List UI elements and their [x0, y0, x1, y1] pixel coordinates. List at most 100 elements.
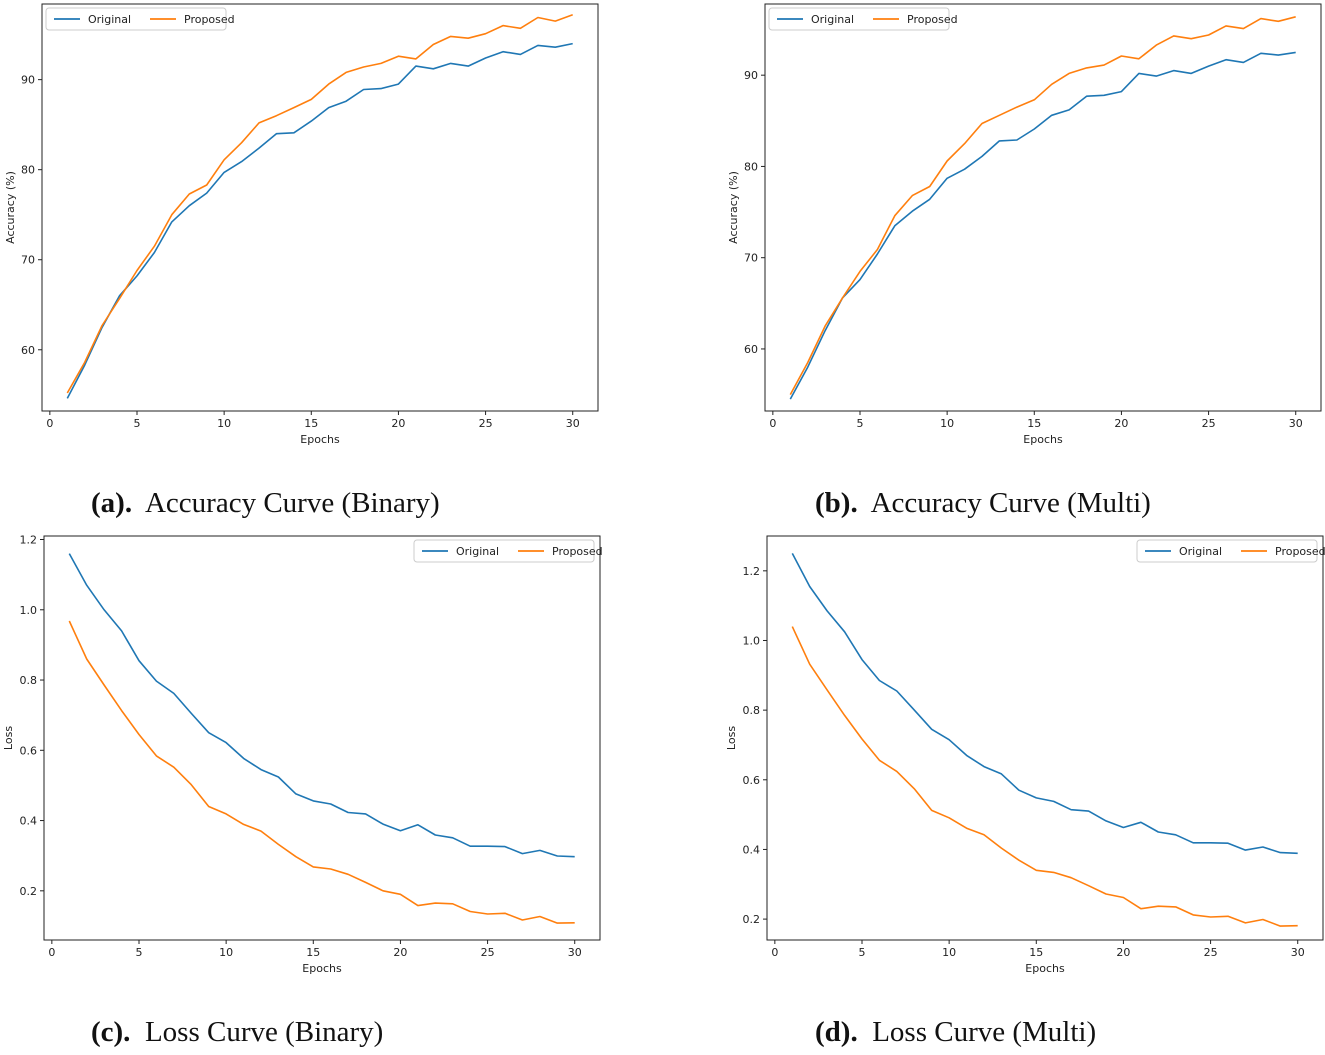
series-line-proposed: [791, 626, 1298, 927]
y-tick-label: 0.6: [743, 774, 761, 787]
series-line-original: [68, 553, 575, 858]
x-tick-label: 25: [1204, 946, 1218, 959]
x-axis-label: Epochs: [1025, 962, 1065, 975]
y-tick-label: 80: [21, 164, 35, 177]
x-axis-label: Epochs: [1023, 433, 1063, 446]
legend-label-proposed: Proposed: [1275, 545, 1325, 558]
x-tick-label: 20: [391, 417, 405, 430]
x-axis-label: Epochs: [300, 433, 340, 446]
x-tick-label: 5: [135, 946, 142, 959]
chart-d: 0 5 10 15 20 25 30 0.2 0.4 0.6 0.8 1.0 1.2 Epochs Loss…: [725, 535, 1325, 975]
y-tick-label: 1.0: [20, 604, 38, 617]
plot-frame: [764, 3, 1322, 412]
caption-d: (d). Loss Curve (Multi): [815, 1016, 1096, 1049]
y-tick-label: 0.6: [20, 744, 38, 757]
y-tick-label: 80: [744, 160, 758, 173]
chart-panel-a: 0 5 10 15 20 25 30 60 70 80 90 Epochs Accuracy (%) Or…: [0, 0, 662, 528]
x-tick-label: 20: [1114, 417, 1128, 430]
legend-label-proposed: Proposed: [184, 13, 235, 26]
chart-panel-c: 0 5 10 15 20 25 30 0.2 0.4 0.6 0.8 1.0 1.2 Epochs Loss…: [0, 528, 662, 1055]
chart-panel-b: 0 5 10 15 20 25 30 60 70 80 90 Epochs Accuracy (%) Or…: [662, 0, 1325, 528]
series-line-original: [789, 51, 1296, 400]
caption-text-c: Loss Curve (Binary): [144, 1016, 384, 1048]
legend-label-original: Original: [88, 13, 131, 26]
x-tick-label: 10: [940, 417, 954, 430]
legend-label-original: Original: [811, 13, 854, 26]
x-tick-label: 15: [304, 417, 318, 430]
x-tick-label: 20: [393, 946, 407, 959]
series-line-proposed: [68, 620, 575, 924]
y-tick-label: 90: [21, 74, 35, 87]
caption-text-b: Accuracy Curve (Multi): [870, 487, 1151, 519]
caption-letter-a: (a).: [91, 487, 133, 519]
plot-frame: [41, 3, 599, 412]
caption-c: (c). Loss Curve (Binary): [91, 1016, 383, 1049]
caption-letter-c: (c).: [91, 1016, 131, 1048]
y-tick-label: 1.2: [743, 565, 761, 578]
series-line-original: [791, 553, 1298, 855]
y-tick-label: 0.4: [20, 815, 38, 828]
x-tick-label: 0: [46, 417, 53, 430]
chart-b: 0 5 10 15 20 25 30 60 70 80 90 Epochs Accuracy (%) Or…: [727, 3, 1322, 446]
legend-label-original: Original: [1179, 545, 1222, 558]
x-tick-label: 5: [133, 417, 140, 430]
chart-c: 0 5 10 15 20 25 30 0.2 0.4 0.6 0.8 1.0 1.2 Epochs Loss…: [2, 534, 603, 975]
x-tick-label: 15: [1027, 417, 1041, 430]
legend-label-proposed: Proposed: [907, 13, 958, 26]
y-tick-label: 0.4: [743, 843, 761, 856]
y-tick-label: 0.2: [743, 913, 761, 926]
caption-a: (a). Accuracy Curve (Binary): [91, 487, 440, 520]
caption-letter-b: (b).: [815, 487, 858, 519]
x-tick-label: 5: [858, 946, 865, 959]
legend-box: [413, 539, 595, 563]
plot-frame: [43, 535, 601, 941]
x-tick-label: 30: [568, 946, 582, 959]
series-line-proposed: [66, 14, 573, 394]
legend-box: [768, 7, 950, 31]
chart-panel-d: 0 5 10 15 20 25 30 0.2 0.4 0.6 0.8 1.0 1.2 Epochs Loss…: [662, 528, 1325, 1055]
x-tick-label: 25: [481, 946, 495, 959]
legend: Original Proposed: [768, 7, 958, 31]
y-tick-label: 70: [744, 252, 758, 265]
legend-box: [45, 7, 227, 31]
x-tick-label: 30: [1289, 417, 1303, 430]
y-axis-label: Accuracy (%): [727, 171, 740, 244]
x-tick-label: 0: [769, 417, 776, 430]
x-tick-label: 15: [306, 946, 320, 959]
y-tick-label: 1.0: [743, 634, 761, 647]
plot-frame: [766, 535, 1324, 941]
series-line-proposed: [789, 16, 1296, 395]
y-axis-label: Accuracy (%): [4, 171, 17, 244]
x-tick-label: 20: [1116, 946, 1130, 959]
caption-letter-d: (d).: [815, 1016, 858, 1048]
x-tick-label: 0: [48, 946, 55, 959]
legend: Original Proposed: [413, 539, 603, 563]
x-tick-label: 10: [219, 946, 233, 959]
series-line-original: [66, 42, 573, 399]
x-axis-label: Epochs: [302, 962, 342, 975]
y-tick-label: 60: [21, 344, 35, 357]
caption-b: (b). Accuracy Curve (Multi): [815, 487, 1151, 520]
x-tick-label: 10: [217, 417, 231, 430]
legend-box: [1136, 539, 1318, 563]
x-tick-label: 15: [1029, 946, 1043, 959]
legend-label-proposed: Proposed: [552, 545, 603, 558]
legend-label-original: Original: [456, 545, 499, 558]
y-tick-label: 0.8: [20, 674, 38, 687]
caption-text-d: Loss Curve (Multi): [872, 1016, 1097, 1048]
legend: Original Proposed: [1136, 539, 1325, 563]
y-axis-label: Loss: [725, 726, 738, 750]
legend: Original Proposed: [45, 7, 235, 31]
x-tick-label: 25: [1202, 417, 1216, 430]
x-tick-label: 5: [856, 417, 863, 430]
y-tick-label: 70: [21, 254, 35, 267]
x-tick-label: 0: [771, 946, 778, 959]
chart-a: 0 5 10 15 20 25 30 60 70 80 90 Epochs Accuracy (%) Or…: [4, 3, 599, 446]
x-tick-label: 10: [942, 946, 956, 959]
x-tick-label: 25: [479, 417, 493, 430]
x-tick-label: 30: [1291, 946, 1305, 959]
y-tick-label: 90: [744, 69, 758, 82]
y-tick-label: 0.2: [20, 885, 38, 898]
y-tick-label: 60: [744, 343, 758, 356]
y-tick-label: 0.8: [743, 704, 761, 717]
